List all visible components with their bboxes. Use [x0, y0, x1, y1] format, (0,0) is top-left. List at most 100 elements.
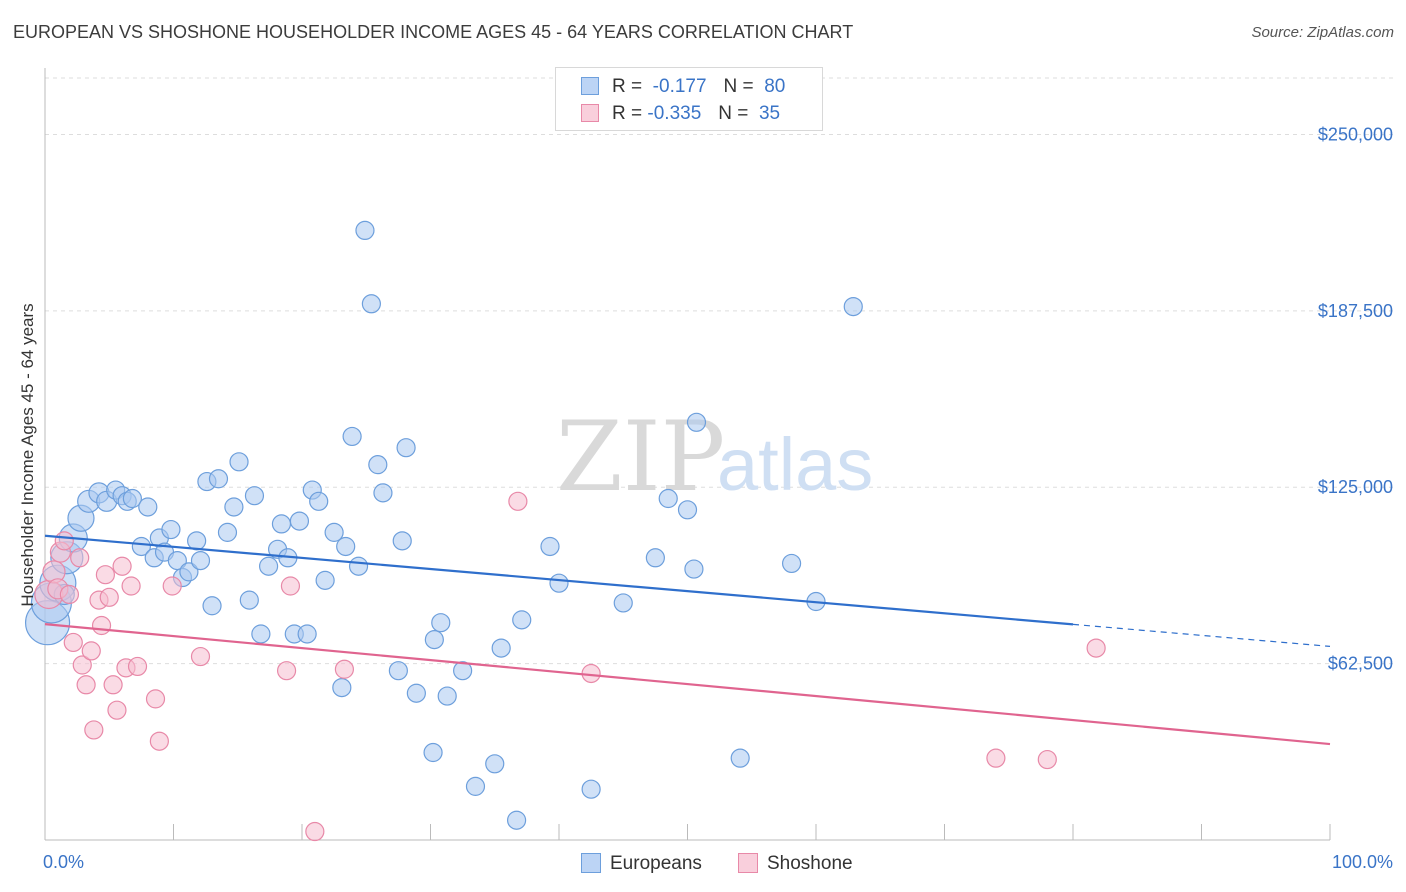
legend-row-shoshone: R = -0.335 N = 35: [581, 102, 780, 126]
european-point: [549, 573, 569, 593]
european-point: [208, 469, 229, 489]
shoshone-point: [81, 641, 101, 661]
r-value: -0.335: [647, 103, 702, 124]
legend-row-europeans: R = -0.177 N = 80: [581, 75, 785, 99]
watermark-atlas: atlas: [717, 423, 873, 506]
european-point: [348, 556, 369, 576]
axes: [44, 68, 1331, 841]
european-point: [453, 661, 473, 681]
european-point: [613, 593, 633, 613]
x-axis-max-label: 100.0%: [1331, 852, 1393, 872]
european-point: [224, 497, 244, 517]
shoshone-point: [1086, 638, 1106, 658]
trend-lines: [44, 534, 1331, 746]
y-tick-label: $62,500: [1328, 654, 1393, 674]
shoshone-point: [121, 576, 141, 596]
x-axis-min-label: 0.0%: [43, 852, 85, 872]
european-point: [217, 522, 238, 542]
legend-item-shoshone[interactable]: Shoshone: [738, 851, 853, 877]
legend-item-europeans[interactable]: Europeans: [581, 851, 702, 877]
european-point: [431, 613, 451, 633]
european-point: [423, 742, 443, 763]
european-point: [131, 536, 151, 557]
european-point: [406, 683, 426, 703]
european-point: [437, 686, 457, 706]
european-point: [373, 483, 393, 503]
shoshone-point: [84, 720, 104, 740]
shoshone-point: [276, 661, 297, 681]
shoshone-point: [107, 700, 127, 720]
n-label: N =: [718, 103, 749, 124]
european-point: [491, 638, 511, 658]
shoshone-point: [70, 548, 90, 568]
european-point: [658, 488, 678, 509]
shoshone-point: [112, 556, 132, 576]
european-point: [332, 677, 352, 698]
european-point: [388, 661, 408, 681]
shoshone-point: [986, 748, 1006, 768]
r-label: R =: [612, 76, 643, 97]
european-trend-line: [44, 534, 1074, 626]
n-value: 35: [758, 103, 781, 124]
europeans-legend-swatch: [581, 853, 601, 873]
r-label: R =: [612, 103, 643, 124]
european-point: [368, 455, 388, 475]
european-point: [324, 522, 344, 542]
european-point: [315, 570, 335, 590]
european-point: [485, 754, 505, 774]
european-point: [244, 486, 265, 506]
european-trend-extension: [1072, 623, 1331, 647]
european-point: [251, 624, 271, 644]
european-point: [730, 748, 750, 768]
shoshone-point: [127, 656, 148, 677]
european-point: [396, 438, 416, 458]
european-point: [179, 562, 199, 582]
shoshone-point: [59, 584, 80, 605]
european-point: [229, 452, 249, 472]
shoshone-point: [162, 576, 182, 596]
european-point: [645, 548, 665, 568]
european-point: [424, 630, 444, 650]
shoshone-legend-swatch: [738, 853, 758, 873]
european-point: [122, 488, 142, 509]
european-point: [239, 590, 259, 610]
european-point: [512, 610, 532, 630]
shoshone-point: [54, 531, 74, 551]
shoshone-point: [1037, 749, 1057, 770]
zipatlas-watermark: ZIP atlas: [556, 401, 873, 513]
european-point: [392, 531, 412, 551]
european-point: [677, 500, 698, 520]
europeans-legend-label: Europeans: [610, 853, 702, 874]
chart-title: EUROPEAN VS SHOSHONE HOUSEHOLDER INCOME …: [13, 22, 854, 42]
source-note: Source: ZipAtlas.com: [1251, 24, 1394, 41]
european-point: [297, 624, 317, 644]
shoshone-legend-label: Shoshone: [767, 853, 853, 874]
shoshone-point: [95, 565, 115, 585]
shoshone-point: [99, 587, 119, 607]
shoshone-point: [103, 675, 123, 695]
european-point: [271, 514, 292, 534]
european-point: [506, 810, 527, 830]
european-point: [465, 776, 486, 796]
n-value: 80: [764, 76, 786, 97]
european-point: [342, 426, 362, 447]
european-point: [258, 556, 279, 576]
r-value: -0.177: [652, 76, 707, 97]
european-point: [138, 497, 158, 517]
shoshone-trend-line: [44, 623, 1331, 746]
european-point: [361, 294, 381, 314]
shoshone-swatch: [581, 104, 599, 122]
shoshone-point: [334, 659, 355, 679]
correlation-legend: R = -0.177 N = 80 R = -0.335 N = 35: [555, 67, 823, 131]
y-tick-label: $187,500: [1318, 301, 1393, 321]
europeans-swatch: [581, 77, 599, 95]
european-point: [190, 550, 211, 571]
european-point: [581, 779, 601, 799]
european-point: [309, 491, 329, 511]
european-point: [187, 531, 207, 551]
n-label: N =: [723, 76, 754, 97]
european-point: [355, 220, 375, 240]
shoshone-point: [145, 689, 166, 709]
european-point: [289, 511, 310, 531]
